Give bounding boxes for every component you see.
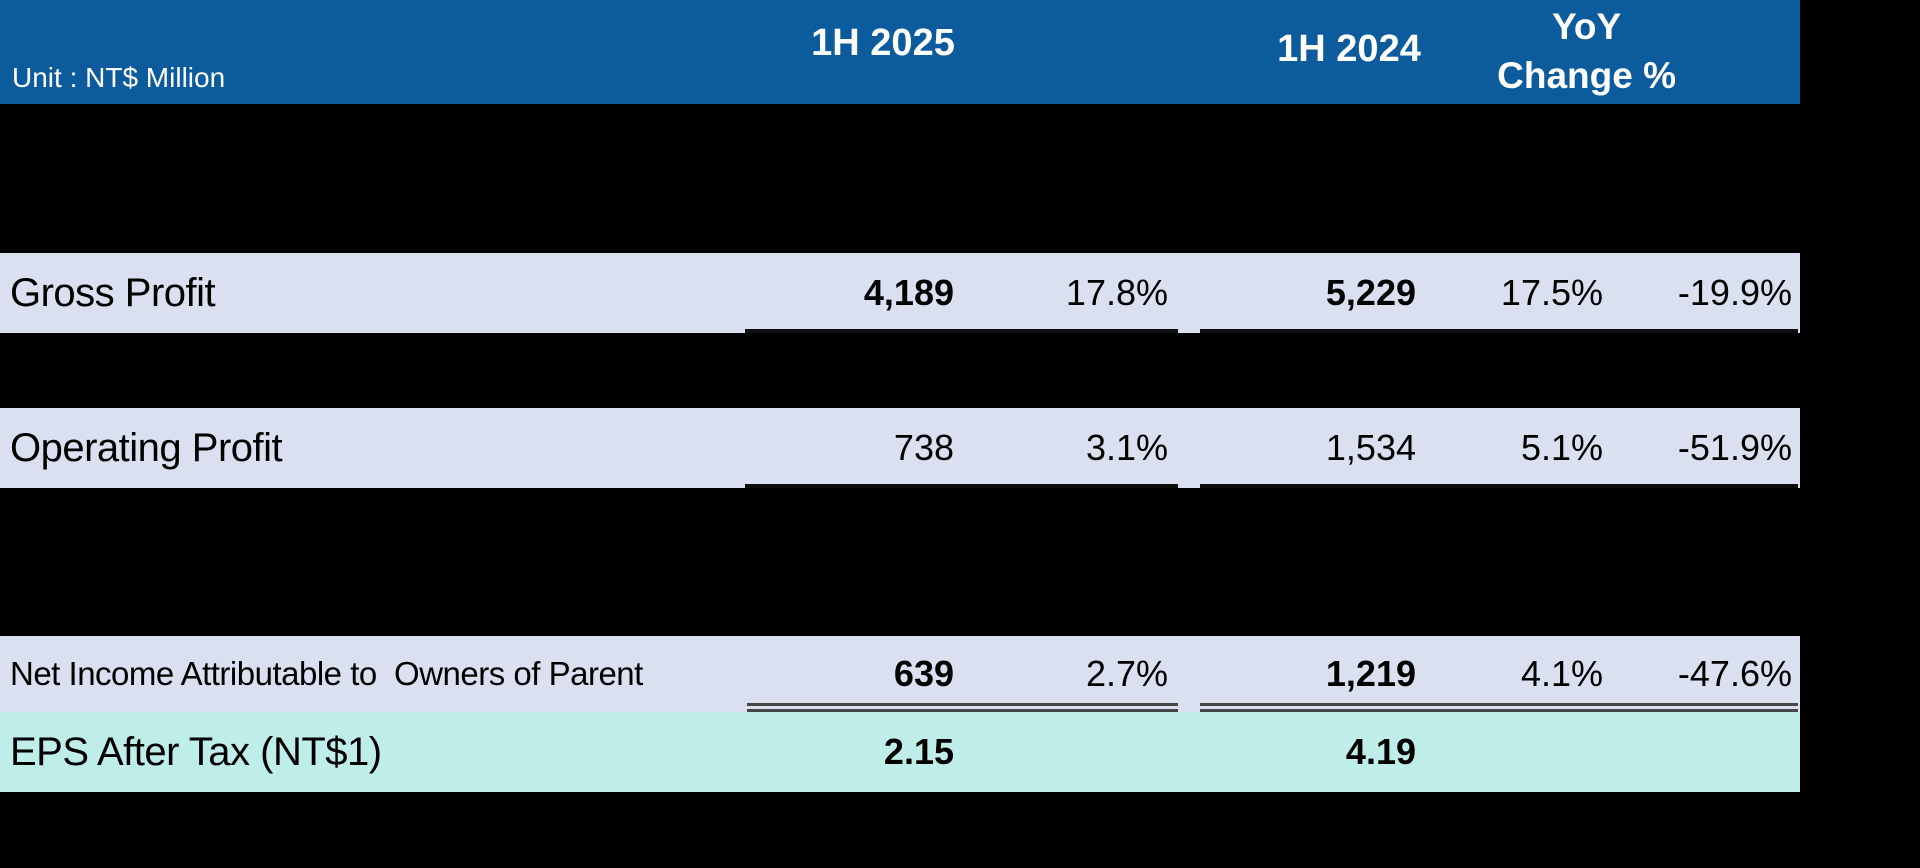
value-1h2024: 4.19 (1345, 731, 1416, 772)
row-label: EPS After Tax (NT$1) (10, 729, 382, 774)
pct-1h2024: 4.1% (1520, 653, 1603, 694)
table-header: Unit : NT$ Million 1H 2025 1H 2024 YoY C… (0, 0, 1800, 104)
header-yoy-line1: YoY (1551, 6, 1622, 47)
pct-1h2025: 2.7% (1085, 653, 1168, 694)
table-row-gross-profit: Gross Profit 4,189 17.8% 5,229 17.5% -19… (0, 253, 1800, 333)
pct-1h2024: 5.1% (1520, 427, 1603, 468)
table-row-net-income: Net Income Attributable to Owners of Par… (0, 636, 1800, 712)
header-1h2025: 1H 2025 (811, 22, 955, 64)
value-1h2025: 4,189 (863, 272, 954, 313)
value-1h2025: 639 (893, 653, 954, 694)
table-row-eps-after-tax: EPS After Tax (NT$1) 2.15 4.19 (0, 712, 1800, 792)
underline-segment (745, 329, 1178, 333)
pct-1h2024: 17.5% (1500, 272, 1603, 313)
row-label: Gross Profit (10, 270, 216, 315)
double-underline-segment (1200, 709, 1798, 712)
value-1h2025: 2.15 (883, 731, 954, 772)
yoy-change: -19.9% (1677, 272, 1792, 313)
double-underline-segment (747, 703, 1178, 706)
value-1h2025: 738 (893, 427, 954, 468)
yoy-change: -47.6% (1677, 653, 1792, 694)
table-row-operating-profit: Operating Profit 738 3.1% 1,534 5.1% -51… (0, 408, 1800, 488)
yoy-change: -51.9% (1677, 427, 1792, 468)
header-1h2024: 1H 2024 (1277, 28, 1421, 70)
value-1h2024: 1,219 (1325, 653, 1416, 694)
value-1h2024: 5,229 (1325, 272, 1416, 313)
double-underline-segment (747, 709, 1178, 712)
double-underline-segment (1200, 703, 1798, 706)
unit-label: Unit : NT$ Million (12, 62, 226, 93)
underline-segment (745, 484, 1178, 488)
underline-segment (1200, 484, 1798, 488)
header-yoy-line2: Change % (1497, 55, 1676, 96)
underline-segment (1200, 329, 1798, 333)
header-yoy-change: YoY Change % (1497, 2, 1676, 100)
row-label: Operating Profit (10, 425, 283, 470)
value-1h2024: 1,534 (1325, 427, 1416, 468)
row-label: Net Income Attributable to Owners of Par… (10, 655, 643, 692)
pct-1h2025: 3.1% (1085, 427, 1168, 468)
pct-1h2025: 17.8% (1065, 272, 1168, 313)
